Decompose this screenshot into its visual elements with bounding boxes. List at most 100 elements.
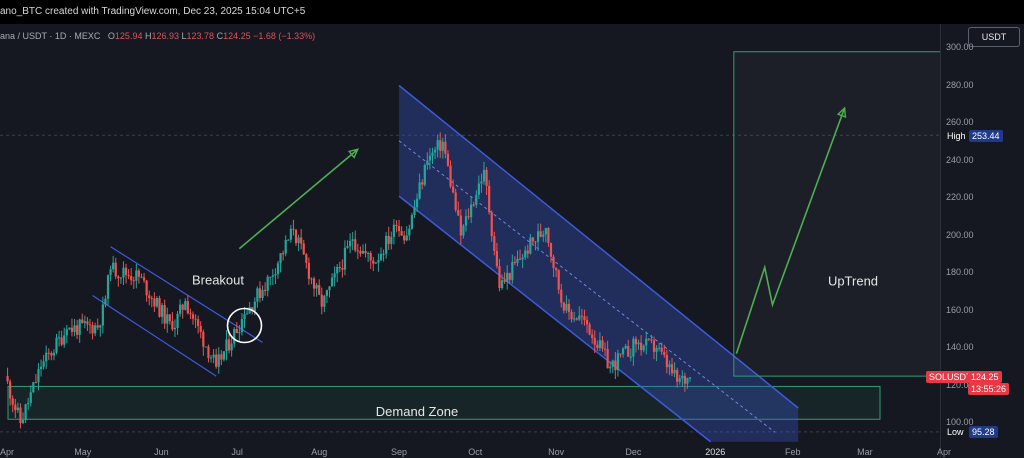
candle-body [652,340,656,352]
candle-body [462,225,465,236]
breakout-circle [226,307,263,344]
candle-body [570,312,573,320]
x-tick-label: Nov [548,447,565,457]
candle-body [47,352,50,354]
candle-body [166,314,169,324]
candle-body [567,303,571,313]
demand-zone-label: Demand Zone [376,404,458,419]
candle-body [73,325,76,332]
candle-body [418,182,421,199]
x-tick-label: Sep [391,447,408,457]
candle-body [269,276,272,278]
candle-body [531,237,535,242]
candle-body [565,303,568,311]
candle-body [6,376,9,382]
chart-area[interactable]: Breakout UpTrend Demand Zone [0,24,940,458]
candle-body [27,402,30,405]
candle-body [614,360,617,371]
candle-body [307,262,310,279]
candle-body [320,294,323,307]
candle-body [367,253,370,255]
candle-body [346,246,349,248]
candle-body [29,392,32,403]
candle-body [415,198,419,208]
candle-body [343,247,347,270]
candle-body [467,216,470,218]
candle-body [302,243,305,255]
x-tick-label: Oct [468,447,483,457]
candle-body [441,141,444,151]
candle-body [392,224,395,237]
candle-body [390,236,393,244]
candle-body [364,250,367,254]
candle-body [658,347,661,349]
candle-body [372,260,375,264]
candle-body [603,348,607,350]
candle-body [127,275,130,277]
candle-body [238,332,241,334]
candle-body [217,354,220,367]
change-value: −1.68 (−1.33%) [253,31,316,41]
candle-body [243,314,246,320]
candle-body [583,316,586,320]
uptrend-label: UpTrend [828,274,878,289]
candle-body [454,192,457,211]
candle-body [207,346,210,359]
candle-body [534,241,537,243]
candle-body [374,262,377,264]
candle-body [16,407,19,411]
currency-button[interactable]: USDT [968,27,1020,47]
candle-body [81,319,84,323]
candle-body [11,398,14,405]
candle-body [606,349,609,369]
candle-body [328,286,331,291]
candle-body [279,253,282,264]
candle-body [475,194,478,205]
candle-body [21,420,25,423]
candle-body [122,267,125,278]
candle-body [191,314,195,319]
candle-body [660,347,663,352]
candle-body [37,369,40,383]
candle-body [601,340,604,349]
candle-body [189,313,192,315]
candle-body [160,305,164,317]
candle-body [397,226,401,232]
candle-body [338,266,341,269]
candle-body [495,250,498,267]
channel-fill [399,85,799,442]
candle-body [158,298,161,317]
x-tick-label: May [74,447,92,457]
candle-body [325,290,329,296]
candle-body [385,235,388,254]
candle-body [45,352,48,362]
candle-body [356,250,359,252]
x-tick-label: Apr [937,447,952,457]
candle-body [663,351,666,356]
candle-body [150,298,153,300]
open-label: O [107,31,115,41]
candle-body [284,239,287,254]
candle-body [220,354,223,360]
x-tick-label: Dec [625,447,642,457]
candle-body [204,346,207,348]
candle-body [42,361,45,367]
candle-body [94,325,97,334]
candle-body [336,266,339,274]
breakout-arrow [238,148,359,250]
channel-midline [398,140,776,433]
candle-body [271,275,274,277]
candle-body [222,351,226,360]
candle-body [688,377,692,379]
candle-body [596,344,599,348]
candle-body [477,183,480,195]
candle-body [137,270,141,277]
candle-body [194,318,197,320]
candle-body [19,407,22,423]
candle-body [642,345,645,351]
candle-body [547,228,550,243]
y-tick-label: 200.00 [946,229,974,240]
candle-body [650,339,653,341]
x-tick-label: Jul [231,447,243,457]
candle-body [426,160,429,165]
